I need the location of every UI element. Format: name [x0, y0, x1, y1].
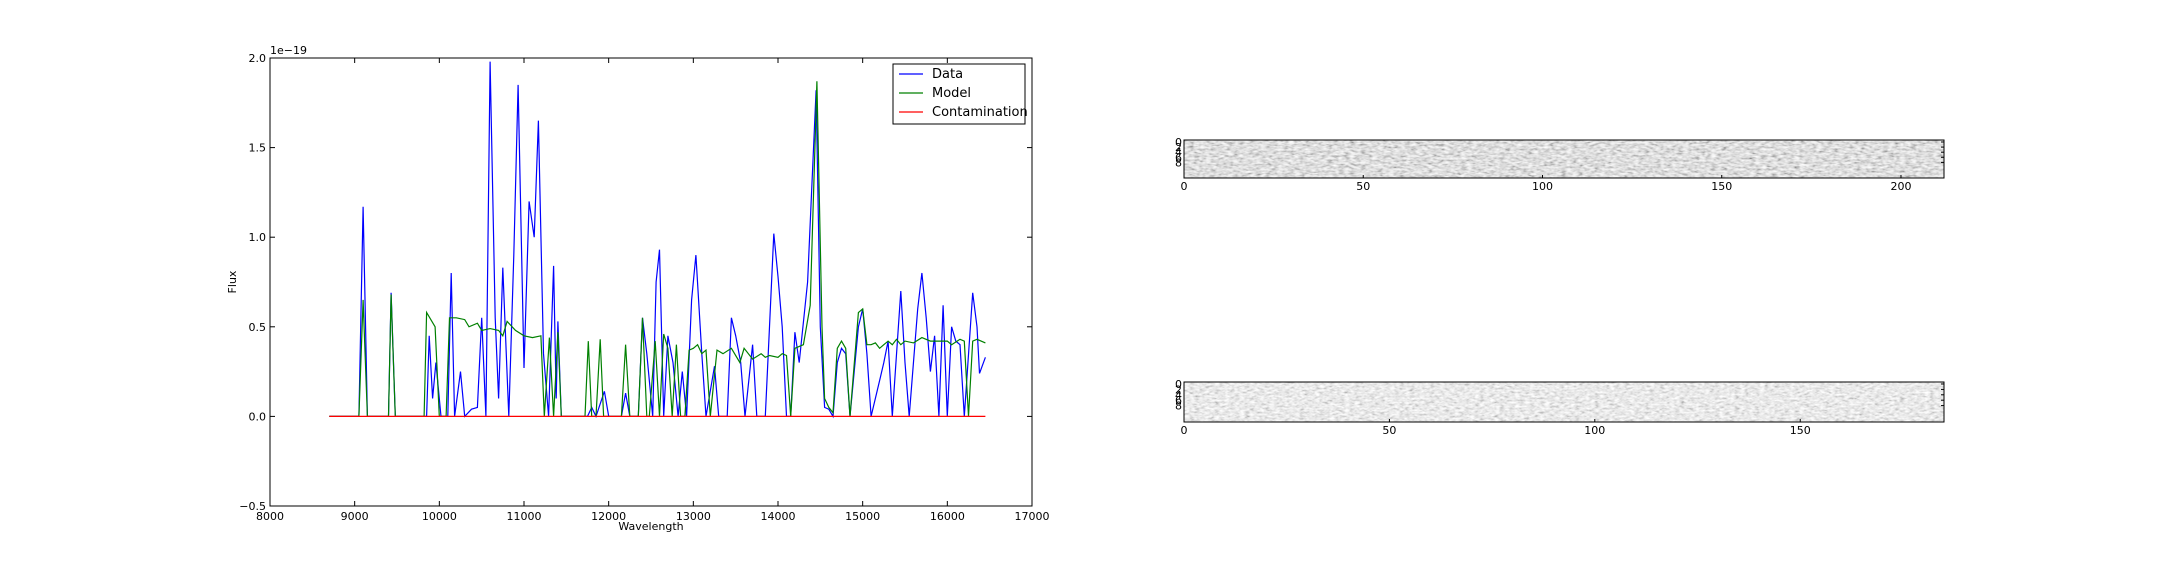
- x-tick-label: 0: [1181, 424, 1188, 437]
- x-axis-label: Wavelength: [618, 520, 683, 533]
- x-tick-label: 9000: [341, 510, 369, 523]
- x-tick-labels: 0 50 100 150 200: [1181, 175, 1911, 193]
- x-tick-label: 8000: [256, 510, 284, 523]
- series-lines: [329, 61, 986, 419]
- legend-label: Contamination: [932, 105, 1028, 120]
- x-tick-label: 150: [1790, 424, 1811, 437]
- x-tick-label: 100: [1532, 180, 1553, 193]
- spectrum-plot: 8000 9000 10000 11000 12000 13000 14000 15000 16…: [226, 44, 1050, 533]
- image-frame: [1183, 381, 1945, 423]
- y-tick-label: 2: [1175, 383, 1182, 396]
- x-tick-label: 17000: [1015, 510, 1050, 523]
- legend: Data Model Contamination: [892, 63, 1028, 125]
- x-tick-labels: 0 50 100 150: [1181, 419, 1811, 437]
- y-tick-label: 2: [1175, 141, 1182, 154]
- series-line-model: [329, 81, 986, 417]
- x-tick-label: 13000: [676, 510, 711, 523]
- y-tick-label: 8: [1175, 400, 1182, 413]
- y-tick-label: 1.5: [249, 142, 267, 155]
- y-tick-label: 6: [1175, 151, 1182, 164]
- plot-area: [270, 58, 1032, 506]
- y-tick-label: 0: [1175, 378, 1182, 391]
- y-tick-labels: −0.5 0.0 0.5 1.0 1.5 2.0: [239, 52, 1032, 513]
- y-tick-label: 6: [1175, 394, 1182, 407]
- y-axis-label: Flux: [226, 270, 239, 293]
- y-tick-label: −0.5: [239, 500, 266, 513]
- legend-label: Data: [932, 67, 963, 82]
- y-tick-label: 4: [1175, 146, 1182, 159]
- x-tick-label: 50: [1356, 180, 1370, 193]
- x-tick-label: 150: [1711, 180, 1732, 193]
- image-frame: [1183, 139, 1945, 179]
- x-tick-label: 16000: [930, 510, 965, 523]
- x-tick-label: 12000: [591, 510, 626, 523]
- plot-frame: [269, 57, 1033, 507]
- y-tick-label: 1.0: [249, 231, 267, 244]
- x-tick-label: 100: [1584, 424, 1605, 437]
- image-pixels: [1184, 140, 1944, 178]
- y-tick-label: 0: [1175, 136, 1182, 149]
- x-tick-label: 50: [1382, 424, 1396, 437]
- y-tick-label: 0.5: [249, 321, 267, 334]
- x-tick-labels: 8000 9000 10000 11000 12000 13000 14000 15000 16…: [256, 58, 1050, 523]
- y-tick-label: 8: [1175, 156, 1182, 169]
- x-tick-label: 11000: [507, 510, 542, 523]
- x-tick-label: 0: [1181, 180, 1188, 193]
- x-tick-label: 200: [1890, 180, 1911, 193]
- x-tick-label: 14000: [761, 510, 796, 523]
- y-tick-label: 0.0: [249, 410, 267, 423]
- y-tick-label: 2.0: [249, 52, 267, 65]
- y-offset-text: 1e−19: [270, 44, 307, 57]
- y-tick-label: 4: [1175, 389, 1182, 402]
- legend-label: Model: [932, 86, 971, 101]
- image-pixels: [1184, 382, 1944, 422]
- x-tick-label: 15000: [845, 510, 880, 523]
- x-tick-label: 10000: [422, 510, 457, 523]
